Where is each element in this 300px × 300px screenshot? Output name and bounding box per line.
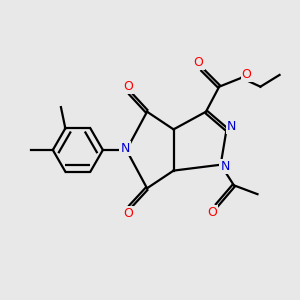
Text: N: N — [227, 120, 236, 133]
Text: O: O — [207, 206, 217, 219]
Text: O: O — [194, 56, 203, 69]
Text: O: O — [123, 207, 133, 220]
Text: N: N — [220, 160, 230, 173]
Text: O: O — [123, 80, 133, 93]
Text: O: O — [242, 68, 251, 81]
Text: N: N — [120, 142, 130, 155]
